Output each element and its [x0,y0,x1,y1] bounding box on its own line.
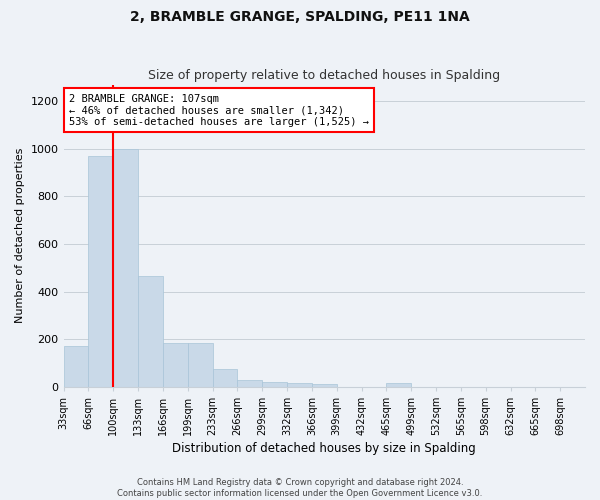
Bar [312,384,337,386]
Bar [238,380,262,386]
Bar [212,369,238,386]
Bar [163,342,188,386]
Bar [113,149,138,386]
Bar [64,346,88,387]
Bar [262,382,287,386]
Bar [88,156,113,386]
Bar [188,342,212,386]
Text: 2, BRAMBLE GRANGE, SPALDING, PE11 1NA: 2, BRAMBLE GRANGE, SPALDING, PE11 1NA [130,10,470,24]
Bar [287,383,312,386]
Text: 2 BRAMBLE GRANGE: 107sqm
← 46% of detached houses are smaller (1,342)
53% of sem: 2 BRAMBLE GRANGE: 107sqm ← 46% of detach… [69,94,369,127]
Y-axis label: Number of detached properties: Number of detached properties [15,148,25,324]
Bar [386,383,411,386]
X-axis label: Distribution of detached houses by size in Spalding: Distribution of detached houses by size … [172,442,476,455]
Text: Contains HM Land Registry data © Crown copyright and database right 2024.
Contai: Contains HM Land Registry data © Crown c… [118,478,482,498]
Title: Size of property relative to detached houses in Spalding: Size of property relative to detached ho… [148,69,500,82]
Bar [138,276,163,386]
